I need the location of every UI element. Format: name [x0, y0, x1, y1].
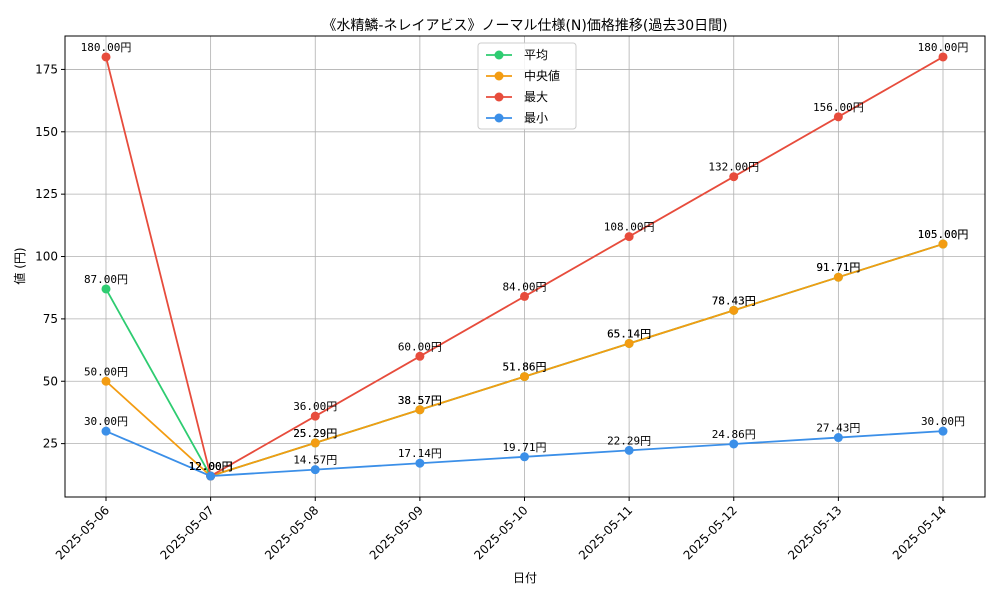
- data-point: [415, 351, 425, 361]
- data-point: [101, 52, 111, 62]
- data-label: 180.00円: [81, 41, 132, 54]
- data-label: 17.14円: [398, 447, 442, 460]
- data-point: [415, 458, 425, 468]
- grid: [65, 36, 985, 497]
- data-label: 25.29円: [293, 427, 337, 440]
- data-point: [833, 272, 843, 282]
- data-label: 38.57円: [398, 394, 442, 407]
- data-point: [520, 452, 529, 462]
- y-axis-label: 値 (円): [12, 247, 27, 284]
- data-label: 25.29円: [293, 427, 337, 440]
- data-label: 91.71円: [816, 261, 860, 274]
- data-label: 132.00円: [708, 161, 759, 174]
- data-point: [624, 232, 634, 242]
- data-point: [206, 471, 216, 481]
- data-label: 22.29円: [607, 434, 651, 447]
- data-label: 180.00円: [918, 41, 969, 54]
- y-tick-label: 100: [35, 250, 58, 264]
- x-tick-label: 2025-05-09: [367, 503, 426, 562]
- data-label: 78.43円: [712, 294, 756, 307]
- data-point: [729, 439, 739, 449]
- data-label: 12.00円: [189, 460, 233, 473]
- data-point: [520, 291, 529, 301]
- data-point: [310, 465, 320, 475]
- legend-label: 最小: [524, 111, 548, 125]
- data-label: 156.00円: [813, 101, 864, 114]
- data-point: [624, 338, 634, 348]
- legend-label: 最大: [524, 90, 548, 104]
- y-tick-label: 50: [43, 374, 58, 388]
- legend-marker: [494, 92, 504, 102]
- x-tick-label: 2025-05-06: [53, 503, 112, 562]
- data-label: 60.00円: [398, 340, 442, 353]
- data-point: [624, 445, 634, 455]
- data-label: 30.00円: [921, 415, 965, 428]
- data-label: 24.86円: [712, 428, 756, 441]
- data-label: 87.00円: [84, 273, 128, 286]
- legend-box: [477, 42, 577, 130]
- data-label: 50.00円: [84, 365, 128, 378]
- data-label: 65.14円: [607, 327, 651, 340]
- data-point: [310, 438, 320, 448]
- data-point: [520, 372, 529, 382]
- data-point: [310, 411, 320, 421]
- data-label: 91.71円: [816, 261, 860, 274]
- legend-marker: [494, 50, 504, 60]
- x-tick-label: 2025-05-07: [158, 503, 217, 562]
- data-label: 12.00円: [189, 460, 233, 473]
- data-label: 12.00円: [189, 460, 233, 473]
- chart-title: 《水精鱗-ネレイアビス》ノーマル仕様(N)価格推移(過去30日間): [322, 18, 727, 34]
- data-label: 105.00円: [918, 228, 969, 241]
- data-point: [833, 433, 843, 443]
- series-lines: [101, 52, 948, 481]
- x-axis-label: 日付: [513, 571, 537, 585]
- data-point: [101, 376, 111, 386]
- legend-marker: [494, 113, 504, 123]
- data-label: 51.86円: [502, 361, 546, 374]
- data-label: 65.14円: [607, 327, 651, 340]
- y-tick-label: 150: [35, 125, 58, 139]
- y-tick-label: 25: [43, 437, 58, 451]
- data-label: 14.57円: [293, 454, 337, 467]
- x-tick-label: 2025-05-11: [576, 503, 635, 562]
- data-point: [415, 405, 425, 415]
- y-tick-label: 125: [35, 187, 58, 201]
- data-label: 84.00円: [502, 280, 546, 293]
- data-point: [101, 284, 111, 294]
- legend-label: 中央値: [524, 68, 560, 83]
- y-tick-label: 175: [35, 62, 58, 76]
- data-labels: 87.00円 12.00円 25.29円 38.57円 51.86円 65.14円 78.4…: [81, 41, 969, 473]
- data-label: 12.00円: [189, 460, 233, 473]
- data-label: 38.57円: [398, 394, 442, 407]
- x-tick-label: 2025-05-14: [890, 503, 949, 562]
- data-point: [938, 426, 948, 436]
- data-label: 19.71円: [502, 441, 546, 454]
- data-label: 78.43円: [712, 294, 756, 307]
- x-tick-label: 2025-05-08: [262, 503, 321, 562]
- data-point: [729, 305, 739, 315]
- data-point: [729, 172, 739, 182]
- data-label: 105.00円: [918, 228, 969, 241]
- data-label: 36.00円: [293, 400, 337, 413]
- y-tick-label: 75: [43, 312, 58, 326]
- data-label: 30.00円: [84, 415, 128, 428]
- data-point: [938, 52, 948, 62]
- legend-label: 平均: [524, 48, 548, 62]
- x-tick-label: 2025-05-12: [681, 503, 740, 562]
- legend-marker: [494, 71, 504, 81]
- axis-ticks: 2025-05-06 2025-05-07 2025-05-08 2025-05-09…: [35, 62, 949, 562]
- data-point: [101, 426, 111, 436]
- data-point: [833, 112, 843, 122]
- data-label: 108.00円: [604, 221, 655, 234]
- data-label: 27.43円: [816, 422, 860, 435]
- data-point: [938, 239, 948, 249]
- x-tick-label: 2025-05-10: [471, 503, 530, 562]
- x-tick-label: 2025-05-13: [785, 503, 844, 562]
- data-label: 51.86円: [502, 361, 546, 374]
